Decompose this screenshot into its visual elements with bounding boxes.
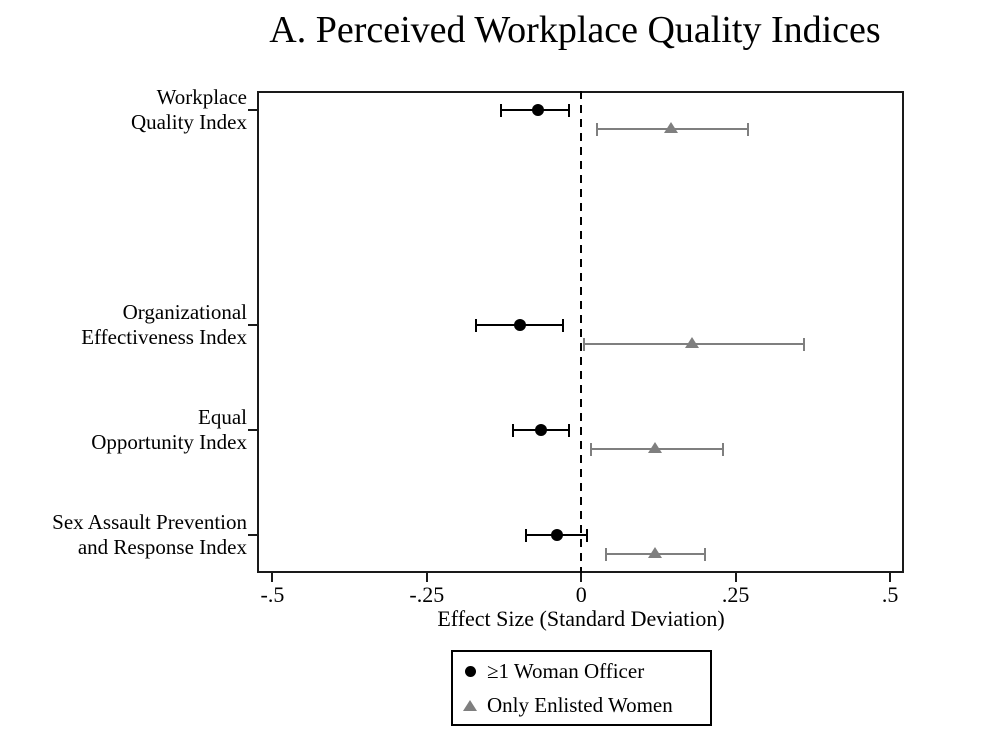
y-axis-tick <box>248 108 257 111</box>
y-label-line: and Response Index <box>77 535 247 559</box>
triangle-marker-icon <box>463 699 477 711</box>
error-bar-cap-left <box>604 548 607 562</box>
y-axis-tick <box>248 324 257 326</box>
legend-item-only-enlisted-women: Only Enlisted Women <box>453 690 710 721</box>
chart-title: A. Perceived Workplace Quality Indices <box>269 9 881 51</box>
x-axis-tick <box>271 573 274 582</box>
x-axis-tick <box>889 573 892 582</box>
legend-marker-cell <box>453 665 487 677</box>
y-axis-label-organizational-effectiveness: Organizational Effectiveness Index <box>0 300 247 350</box>
legend-label: Only Enlisted Women <box>487 692 673 717</box>
marker-triangle <box>648 547 663 559</box>
marker-circle <box>532 103 545 116</box>
x-axis-tick <box>580 573 583 582</box>
marker-triangle <box>648 441 663 453</box>
error-bar-cap-left <box>475 319 478 332</box>
legend-label: ≥1 Woman Officer <box>487 658 645 683</box>
error-bar-cap-left <box>583 338 586 351</box>
error-bar-cap-right <box>567 103 570 117</box>
legend-marker-cell <box>453 699 487 711</box>
y-label-line: Quality Index <box>130 110 247 134</box>
y-label-line: Opportunity Index <box>91 430 247 454</box>
x-tick-label: -.5 <box>260 582 285 607</box>
marker-circle <box>550 529 563 542</box>
y-label-line: Workplace <box>156 85 247 109</box>
y-label-line: Equal <box>198 405 247 429</box>
legend-item-woman-officer: ≥1 Woman Officer <box>453 656 710 687</box>
y-axis-label-equal-opportunity: Equal Opportunity Index <box>0 405 247 455</box>
error-bar-cap-right <box>561 319 564 332</box>
error-bar-cap-right <box>567 423 570 437</box>
x-tick-label: .5 <box>881 582 899 607</box>
marker-triangle <box>663 121 678 133</box>
y-axis-label-sex-assault-prevention: Sex Assault Prevention and Response Inde… <box>0 510 247 560</box>
x-axis-tick <box>425 573 428 582</box>
x-tick-label: .25 <box>721 582 750 607</box>
error-bar-cap-right <box>722 442 725 456</box>
marker-circle <box>513 319 526 331</box>
marker-circle <box>535 423 548 436</box>
error-bar-cap-left <box>499 103 502 117</box>
error-bar-cap-left <box>589 442 592 456</box>
error-bar-cap-left <box>524 529 527 543</box>
marker-triangle <box>685 337 700 348</box>
error-bar-cap-left <box>512 423 515 437</box>
zero-reference-line <box>580 91 583 573</box>
y-label-line: Organizational <box>122 300 247 324</box>
error-bar-cap-left <box>595 122 598 136</box>
x-axis-title: Effect Size (Standard Deviation) <box>437 606 725 631</box>
x-tick-label: -.25 <box>409 582 445 607</box>
y-label-line: Sex Assault Prevention <box>52 510 247 534</box>
y-axis-label-workplace-quality: Workplace Quality Index <box>0 85 247 135</box>
y-axis-tick <box>248 428 257 431</box>
legend: ≥1 Woman Officer Only Enlisted Women <box>451 650 712 726</box>
error-bar-cap-right <box>586 529 589 543</box>
y-label-line: Effectiveness Index <box>81 325 247 349</box>
error-bar-cap-right <box>747 122 750 136</box>
error-bar-cap-right <box>802 338 805 351</box>
y-axis-tick <box>248 534 257 537</box>
error-bar-cap-right <box>703 548 706 562</box>
x-tick-label: 0 <box>575 582 587 607</box>
circle-marker-icon <box>464 665 476 677</box>
x-axis-tick <box>734 573 737 582</box>
